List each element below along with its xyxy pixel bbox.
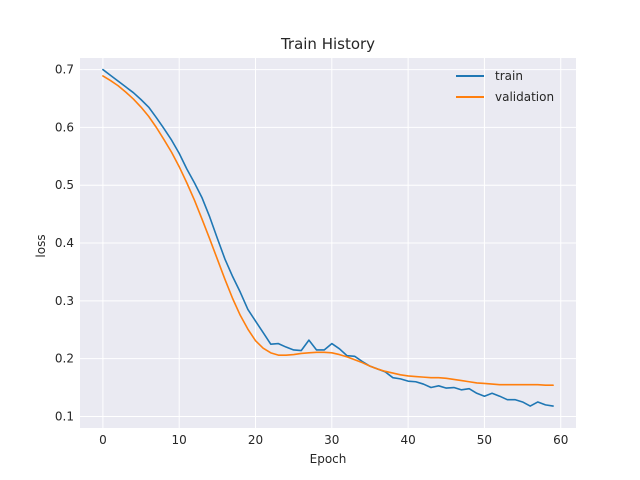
chart-title: Train History — [280, 35, 375, 53]
x-tick-label: 30 — [324, 433, 339, 447]
y-tick-label: 0.5 — [55, 178, 74, 192]
grid-lines — [80, 58, 576, 428]
x-tick-label: 10 — [172, 433, 187, 447]
series-lines — [102, 68, 554, 407]
y-tick-labels: 0.1 0.2 0.3 0.4 0.5 0.6 0.7 — [55, 63, 74, 424]
x-tick-label: 0 — [99, 433, 107, 447]
legend: train validation — [456, 69, 554, 104]
y-tick-label: 0.7 — [55, 63, 74, 77]
series-line-train — [102, 68, 554, 407]
y-tick-label: 0.6 — [55, 120, 74, 134]
legend-label-train: train — [495, 69, 523, 83]
series-line-validation — [102, 75, 554, 387]
y-tick-label: 0.3 — [55, 294, 74, 308]
legend-label-validation: validation — [495, 90, 554, 104]
y-tick-label: 0.1 — [55, 409, 74, 423]
x-tick-labels: 0 10 20 30 40 50 60 — [99, 433, 568, 447]
y-axis-label: loss — [34, 234, 48, 257]
x-axis-label: Epoch — [310, 452, 347, 466]
x-tick-label: 40 — [400, 433, 415, 447]
x-tick-label: 60 — [553, 433, 568, 447]
y-tick-label: 0.4 — [55, 236, 74, 250]
y-tick-label: 0.2 — [55, 352, 74, 366]
x-tick-label: 20 — [248, 433, 263, 447]
x-tick-label: 50 — [477, 433, 492, 447]
